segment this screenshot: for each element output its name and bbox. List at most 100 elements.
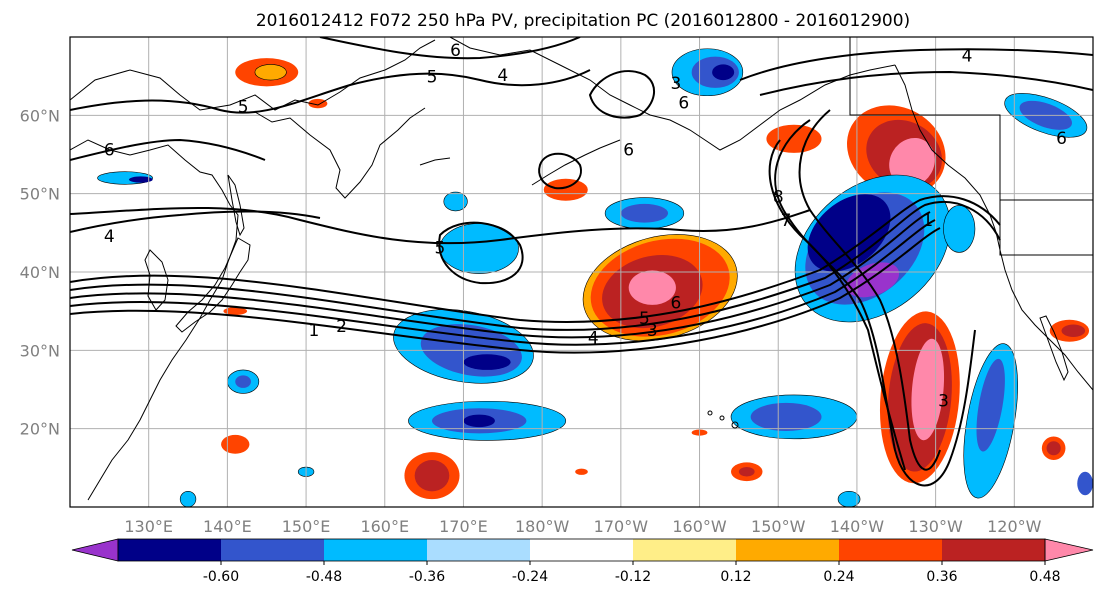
pv-contour-north-4 [70,210,321,233]
contour-label: 3 [938,391,949,411]
border-canada-us [849,37,1093,256]
colorbar-segment [324,539,427,561]
pv-contour-alaska-loop [588,70,655,119]
colorbar-label: 0.48 [1029,569,1060,585]
contour-label: 3 [647,321,658,341]
precip-region-47 [738,467,755,477]
pv-contour-3 [70,211,931,339]
contour-label: 1 [309,321,320,341]
pv-contour-north-5 [70,69,591,114]
lon-tick-label: 180°W [515,517,570,536]
lon-tick-label: 160°W [672,517,727,536]
pv-contour-nw-arc [739,48,1093,81]
colorbar-segment [839,539,942,561]
lat-tick-label: 40°N [20,263,60,282]
pv-trough-contour-b [798,109,941,471]
colorbar-segment [736,539,839,561]
map-title: 2016012412 F072 250 hPa PV, precipitatio… [256,11,910,31]
lon-tick-label: 130°W [908,517,963,536]
colorbar-frame [117,538,1046,562]
precip-region-34 [235,375,251,388]
precip-region-45 [414,460,450,492]
lon-tick-label: 150°W [751,517,806,536]
contour-label: 5 [427,68,438,88]
colorbar-extend-low [71,538,119,562]
coastline-baja [1039,315,1069,382]
contour-label: 4 [588,329,599,349]
lat-tick-label: 60°N [20,106,60,125]
precip-region-10 [766,124,822,153]
contour-label: 4 [104,227,115,247]
coastline-japan [175,237,251,333]
pv-contour-1 [70,195,1001,323]
lon-tick-label: 140°E [203,517,252,536]
precip-region-51 [1061,324,1086,338]
pv-contour-north-6 [70,138,266,161]
contour-label: 3 [671,74,682,94]
contour-label: 5 [639,309,650,329]
map-frame [69,36,1094,508]
colorbar-label: -0.36 [409,569,445,585]
colorbar-segment [530,539,633,561]
coastline-sakhalin [227,174,245,237]
precip-region-14 [543,178,588,201]
pv-trough-contour-c [768,139,906,471]
contour-label: 6 [623,141,634,161]
contour-label: 6 [104,141,115,161]
coastline-kamchatka [254,107,426,199]
precip-region-17 [620,203,669,223]
contour-label: 1 [922,211,933,231]
precip-region-52 [1077,471,1093,496]
colorbar: -0.60 -0.48 -0.36 -0.24 -0.12 0.12 0.24 0.36 0.4… [71,538,1094,585]
pv-trough-contour-a [774,119,976,487]
precip-region-4 [129,176,153,183]
precip-region-53 [179,491,197,507]
lat-tick-label: 30°N [20,341,60,360]
contour-label: 4 [497,66,508,86]
lon-tick-label: 160°E [360,517,409,536]
precip-region-30 [463,354,511,370]
pv-closed-contour-alaska [538,152,582,190]
contour-label: 5 [238,98,249,118]
precip-region-7 [712,64,735,81]
contour-label: 6 [1056,129,1067,149]
hawaiian-islands [707,410,739,429]
lon-tick-label: 170°W [594,517,649,536]
pv-contour-north-arc [319,37,581,60]
lon-tick-label: 120°W [987,517,1042,536]
precip-region-40 [750,402,822,432]
precip-region-1 [254,64,287,81]
contour-label: 6 [678,94,689,114]
precip-region-23 [943,205,976,253]
lon-tick-label: 140°W [830,517,885,536]
contour-label: 2 [336,317,347,337]
colorbar-segment [221,539,324,561]
contour-label: 7 [781,211,792,231]
colorbar-segment [118,539,221,561]
precip-region-27 [628,270,676,305]
colorbar-label: -0.24 [512,569,548,585]
colorbar-segment [942,539,1045,561]
precip-region-49 [1046,441,1061,456]
colorbar-segment [633,539,736,561]
precip-region-13 [889,137,935,187]
contour-label: 6 [671,293,682,313]
pv-contour-5 [70,227,941,354]
precip-region-21 [807,194,891,272]
lon-tick-label: 150°E [282,517,331,536]
contour-label: 6 [450,41,461,61]
colorbar-label: 0.24 [823,569,854,585]
contour-label: 8 [773,188,784,208]
colorbar-segment [427,539,530,561]
colorbar-label: 0.12 [720,569,751,585]
pv-contour-6 [70,206,811,245]
contour-label: 5 [434,239,445,259]
pv-contour-nw-arc-2 [759,70,1093,96]
precip-region-38 [463,414,495,428]
colorbar-label: 0.36 [926,569,957,585]
lat-tick-label: 50°N [20,185,60,204]
contour-label: 4 [962,47,973,67]
colorbar-extend-high [1044,538,1094,562]
